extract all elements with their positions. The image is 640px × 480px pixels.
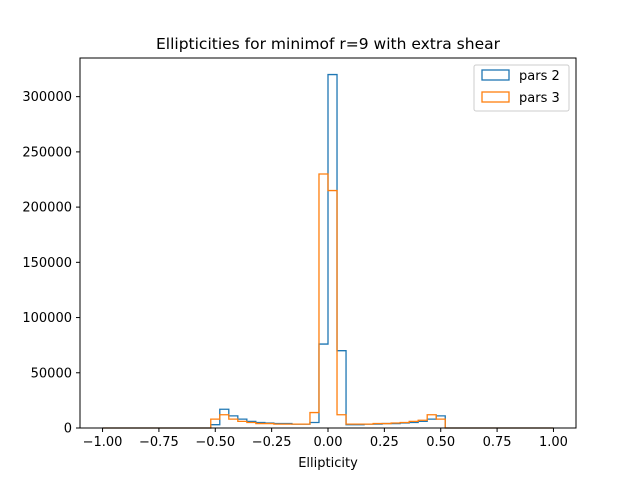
y-tick-label: 0 <box>64 422 72 437</box>
y-tick-label: 50000 <box>31 366 72 381</box>
x-axis-label: Ellipticity <box>298 456 358 471</box>
x-tick-label: −0.25 <box>252 435 292 450</box>
x-tick-label: −0.75 <box>139 435 179 450</box>
y-tick-label: 150000 <box>22 256 72 271</box>
y-axis: 0 50000 100000 150000 200000 250000 300000 <box>22 90 80 437</box>
y-tick-label: 100000 <box>22 311 72 326</box>
chart-title: Ellipticities for minimof r=9 with extra… <box>156 35 501 53</box>
legend-frame <box>473 64 570 112</box>
legend: pars 2 pars 3 <box>473 64 570 112</box>
legend-swatch-pars-2 <box>481 69 510 81</box>
x-axis: −1.00 −0.75 −0.50 −0.25 0.00 0.25 0.50 0.75 1.00 <box>83 428 568 450</box>
x-tick-label: −0.50 <box>195 435 235 450</box>
y-tick-label: 250000 <box>22 145 72 160</box>
series-layer <box>102 73 554 429</box>
legend-swatch-pars-3 <box>481 91 510 103</box>
histogram-series-pars-2 <box>102 73 554 429</box>
x-tick-label: −1.00 <box>83 435 123 450</box>
x-tick-label: 0.25 <box>370 435 399 450</box>
legend-label-pars-2: pars 2 <box>519 69 560 84</box>
x-tick-label: 0.50 <box>426 435 455 450</box>
x-tick-label: 0.00 <box>314 435 343 450</box>
y-tick-label: 200000 <box>22 201 72 216</box>
legend-label-pars-3: pars 3 <box>519 91 560 106</box>
x-tick-label: 0.75 <box>483 435 512 450</box>
y-tick-label: 300000 <box>22 90 72 105</box>
x-tick-label: 1.00 <box>539 435 568 450</box>
